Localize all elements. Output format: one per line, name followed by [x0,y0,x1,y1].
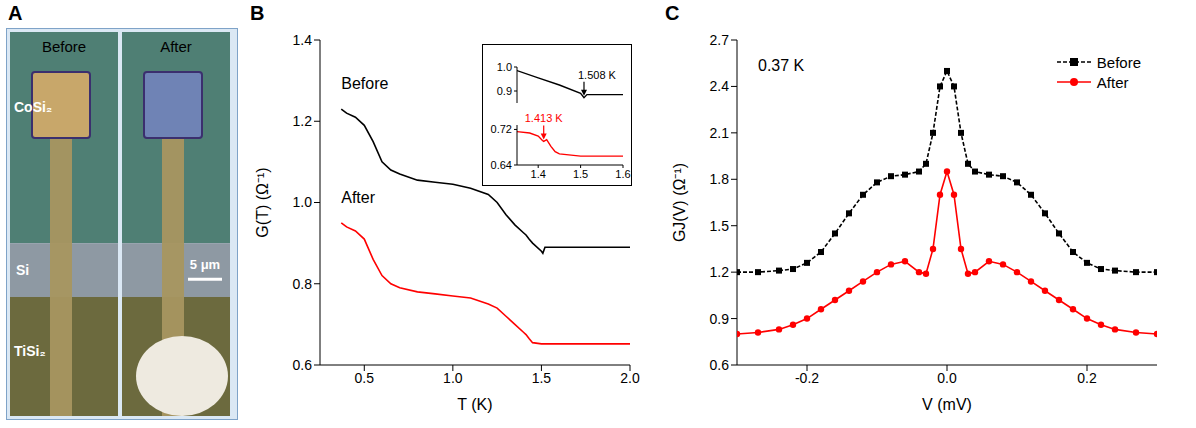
svg-text:2.1: 2.1 [710,125,730,141]
svg-text:Before: Before [42,38,86,55]
svg-text:0.6: 0.6 [710,357,730,373]
svg-text:1.5: 1.5 [573,168,588,180]
svg-text:Si: Si [16,262,29,278]
svg-text:GJ(V) (Ω⁻¹): GJ(V) (Ω⁻¹) [671,163,688,242]
html-text:After: After [1096,73,1129,91]
svg-text:T (K): T (K) [457,396,492,413]
svg-text:1.413 K: 1.413 K [525,112,564,124]
svg-text:1.2: 1.2 [710,264,730,280]
svg-text:0.9: 0.9 [710,311,730,327]
svg-text:2.0: 2.0 [620,370,640,386]
svg-text:0.5: 0.5 [355,370,375,386]
svg-text:1.5: 1.5 [710,218,730,234]
svg-text:1.4: 1.4 [293,32,313,48]
svg-text:1.8: 1.8 [710,171,730,187]
html-text:A: A [8,2,23,24]
svg-text:-0.2: -0.2 [795,370,819,386]
svg-text:G(T) (Ω⁻¹): G(T) (Ω⁻¹) [254,167,271,237]
svg-text:After: After [341,189,375,206]
svg-text:0.37 K: 0.37 K [758,57,805,74]
html-text:C: C [665,2,680,24]
svg-text:0.6: 0.6 [293,357,313,373]
svg-text:5 μm: 5 μm [190,257,220,272]
svg-text:1.2: 1.2 [293,113,313,129]
svg-text:1.6: 1.6 [615,168,630,180]
svg-text:1.508 K: 1.508 K [578,69,617,81]
svg-text:1.5: 1.5 [532,370,552,386]
svg-text:After: After [160,38,192,55]
svg-text:1.0: 1.0 [497,61,512,73]
svg-text:CoSi₂: CoSi₂ [14,99,52,115]
svg-text:0.64: 0.64 [491,159,512,171]
svg-text:Before: Before [341,75,388,92]
html-text:Before: Before [1096,53,1141,71]
svg-text:TiSi₂: TiSi₂ [14,343,46,359]
html-text:B: B [250,2,265,24]
svg-text:0.8: 0.8 [293,276,313,292]
svg-text:1.0: 1.0 [443,370,463,386]
svg-text:2.7: 2.7 [710,32,730,48]
svg-text:0.72: 0.72 [491,123,512,135]
svg-text:2.4: 2.4 [710,78,730,94]
svg-text:1.4: 1.4 [531,168,546,180]
svg-text:0.9: 0.9 [497,85,512,97]
svg-text:V (mV): V (mV) [922,396,972,413]
svg-text:0.2: 0.2 [1077,370,1097,386]
svg-text:0.0: 0.0 [937,370,957,386]
svg-text:1.0: 1.0 [293,194,313,210]
